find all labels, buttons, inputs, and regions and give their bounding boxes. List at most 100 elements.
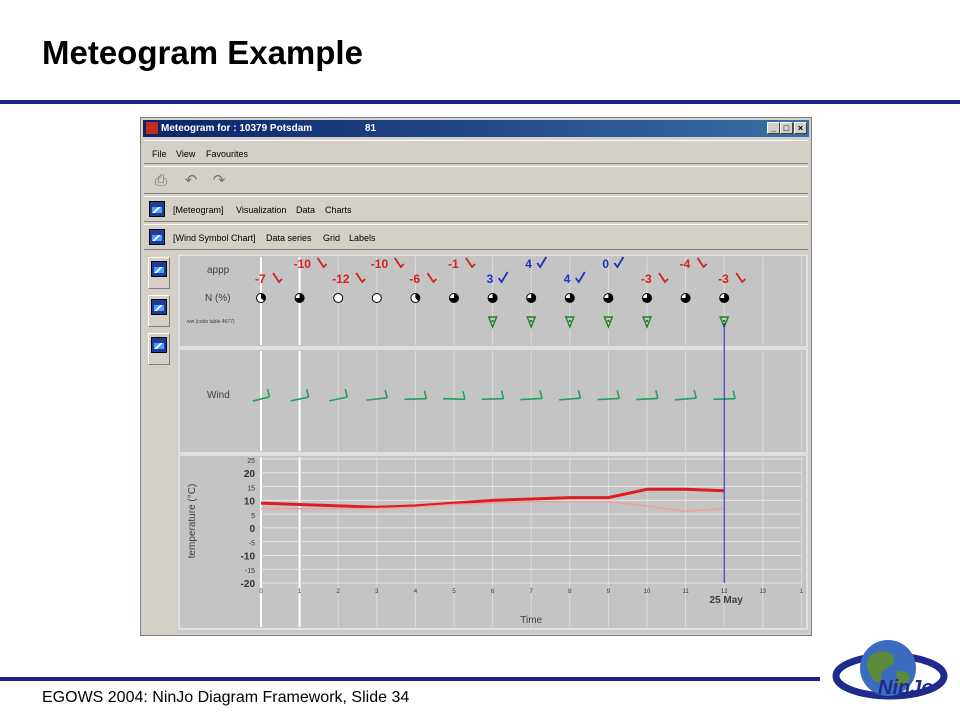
side-chart-button-1[interactable]: [148, 257, 170, 289]
layer-data[interactable]: Data: [296, 205, 316, 215]
layer-visualization[interactable]: Visualization: [236, 205, 287, 215]
wind-barb-icon: [366, 389, 388, 401]
appp-lower-tendency-icon: [658, 272, 669, 284]
appp-lower-tendency-icon: [355, 272, 366, 284]
menu-file[interactable]: File: [152, 149, 167, 159]
layer-bar-meteogram: [Meteogram] Visualization Data Charts: [144, 196, 808, 222]
date-label: 25 May: [710, 595, 744, 606]
appp-lower-value: -3: [718, 272, 729, 286]
wind-barb-icon: [597, 390, 621, 401]
appp-upper-tendency-icon: [394, 257, 405, 269]
x-tick-label: 2: [337, 589, 341, 595]
side-chart-button-2[interactable]: [148, 295, 170, 327]
title-divider: [0, 100, 960, 104]
y-tick-label: 20: [244, 469, 256, 480]
side-chart-button-3[interactable]: [148, 333, 170, 365]
temperature-series-line-1: [260, 487, 725, 509]
appp-upper-tendency-icon: [536, 256, 547, 269]
wind-barb-feather: [577, 389, 582, 399]
y-tick-label: -10: [241, 551, 256, 562]
weather-symbol-dot: [645, 319, 649, 323]
print-icon[interactable]: ⎙: [154, 172, 167, 189]
x-tick-label: 3: [375, 589, 379, 595]
undo-icon[interactable]: ↶: [184, 172, 198, 189]
appp-lower-value: -3: [641, 272, 652, 286]
wind-barb-feather: [305, 388, 310, 398]
wind-barb-feather: [539, 390, 543, 399]
menu-view[interactable]: View: [176, 149, 196, 159]
close-button[interactable]: ×: [794, 122, 807, 134]
meteogram-layer-icon[interactable]: [149, 201, 165, 217]
wind-barb-shaft: [366, 397, 388, 401]
x-tick-label: 4: [414, 589, 418, 595]
chart-icon: [151, 261, 167, 277]
weather-symbol-icon: [526, 316, 537, 329]
x-tick-label: 12: [721, 589, 728, 595]
y-tick-label: -20: [241, 579, 256, 590]
menu-favourites[interactable]: Favourites: [206, 149, 249, 159]
window-titlebar[interactable]: Meteogram for : 10379 Potsdam 81 _ □ ×: [143, 120, 809, 137]
y-tick-label: -15: [245, 568, 255, 575]
cloud-cover-fill: [603, 293, 613, 303]
layer-grid[interactable]: Grid: [323, 233, 341, 243]
x-tick-label: 8: [568, 589, 572, 595]
chart-icon: [151, 299, 167, 315]
maximize-button[interactable]: □: [780, 122, 793, 134]
wind-barb-feather: [266, 388, 271, 398]
y-tick-label: 15: [247, 486, 255, 493]
wind-barb-feather: [500, 390, 505, 399]
weather-symbol-icon: [719, 316, 730, 329]
wind-barb-feather: [344, 388, 348, 398]
chart-icon: [151, 337, 167, 353]
appp-lower-tendency-icon: [272, 272, 283, 284]
wind-chart-layer-icon[interactable]: [149, 229, 165, 245]
appp-upper-value: -10: [371, 257, 389, 271]
cloud-cover-fill: [642, 293, 652, 303]
row-label-cloud-cover: N (%): [205, 293, 231, 304]
cloud-cover-fill: [526, 293, 536, 303]
x-tick-label: 7: [530, 589, 534, 595]
window-title: Meteogram for : 10379 Potsdam: [161, 123, 313, 134]
x-axis-label: Time: [520, 615, 542, 626]
wind-panel: Wind: [207, 388, 736, 402]
toolbar: ⎙ ↶ ↷: [144, 166, 808, 194]
wind-barb-feather: [732, 390, 736, 399]
cloud-cover-fill: [488, 293, 498, 303]
weather-symbol-dot: [568, 319, 571, 323]
wind-barb-icon: [443, 391, 466, 401]
layer-wind-symbol-chart[interactable]: [Wind Symbol Chart]: [173, 233, 256, 243]
minimize-button[interactable]: _: [767, 122, 780, 134]
x-tick-label: 1: [800, 589, 804, 595]
layer-labels[interactable]: Labels: [349, 233, 376, 243]
x-tick-label: 0: [259, 589, 263, 595]
y-tick-label: 10: [244, 496, 256, 507]
meteogram-chart-area[interactable]: appp N (%) ww (code table 4677) -10 -10 -1 4 0-…: [177, 253, 809, 633]
wind-barb-shaft: [481, 397, 504, 401]
layer-data-series[interactable]: Data series: [266, 233, 312, 243]
wind-barb-shaft: [404, 397, 427, 401]
appp-upper-tendency-icon: [613, 256, 625, 269]
chart-side-panel: [144, 253, 174, 633]
wind-barb-icon: [252, 388, 271, 402]
redo-icon[interactable]: ↷: [212, 172, 226, 189]
weather-symbol-dot: [607, 319, 610, 323]
layer-charts[interactable]: Charts: [325, 205, 352, 215]
y-tick-label: 0: [249, 524, 255, 535]
x-tick-label: 6: [491, 589, 495, 595]
x-tick-label: 10: [644, 589, 651, 595]
wind-barb-shaft: [329, 396, 348, 402]
appp-upper-value: -10: [294, 257, 312, 271]
appp-lower-value: 3: [487, 272, 494, 286]
meteogram-window: Meteogram for : 10379 Potsdam 81 _ □ × F…: [140, 117, 812, 636]
layer-meteogram[interactable]: [Meteogram]: [173, 205, 224, 215]
wind-barb-feather: [423, 390, 428, 399]
wind-barb-feather: [462, 391, 466, 400]
cloud-cover-fill: [565, 293, 575, 303]
wind-barb-feather: [616, 390, 621, 399]
appp-upper-value: 4: [525, 257, 532, 271]
row-label-wind: Wind: [207, 390, 230, 401]
appp-upper-value: -4: [680, 257, 691, 271]
appp-lower-value: -7: [255, 272, 266, 286]
weather-symbol-icon: [564, 316, 575, 329]
